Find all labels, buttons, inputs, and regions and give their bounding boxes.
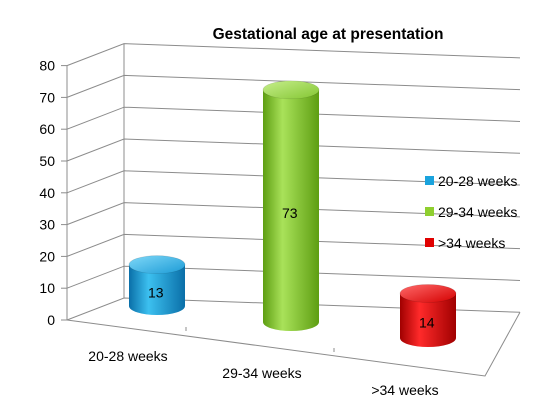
legend-label: 29-34 weeks (438, 204, 517, 220)
y-tick-label: 0 (47, 312, 55, 328)
data-label: 13 (148, 284, 164, 300)
data-label: 14 (419, 315, 435, 331)
y-tick-label: 20 (39, 248, 55, 264)
data-label: 73 (282, 205, 298, 221)
y-tick-label: 30 (39, 217, 55, 233)
x-category-label: 20-28 weeks (88, 348, 167, 364)
legend-swatch (425, 238, 434, 247)
axes (61, 43, 521, 377)
bar-top (128, 255, 186, 274)
y-tick-label: 70 (39, 89, 55, 105)
legend-label: 20-28 weeks (438, 173, 517, 189)
bar-body (400, 293, 456, 347)
legend: 20-28 weeks 29-34 weeks >34 weeks (425, 173, 517, 251)
y-tick-label: 50 (39, 153, 55, 169)
legend-swatch (425, 207, 434, 216)
bar-0: 13 (128, 255, 186, 315)
bar-top (262, 80, 320, 100)
legend-label: >34 weeks (438, 235, 505, 251)
bar-1: 73 (262, 80, 320, 331)
legend-swatch (425, 176, 434, 185)
bars: 13 73 14 (128, 80, 457, 347)
y-tick-label: 40 (39, 185, 55, 201)
x-category-label: 29-34 weeks (222, 365, 301, 381)
x-axis-categories: 20-28 weeks 29-34 weeks >34 weeks (88, 348, 438, 398)
floor-edge (66, 312, 521, 377)
gridline (66, 43, 521, 67)
chart-title: Gestational age at presentation (213, 26, 444, 43)
y-tick-label: 80 (39, 58, 55, 74)
y-axis-ticks: 0 10 20 30 40 50 60 70 80 (39, 58, 55, 328)
bar-2: 14 (399, 284, 457, 347)
bar-body (129, 264, 185, 315)
y-tick-label: 60 (39, 121, 55, 137)
bar-body (263, 89, 319, 331)
y-tick-label: 10 (39, 280, 55, 296)
x-category-label: >34 weeks (371, 382, 438, 398)
bar-top (399, 284, 457, 303)
